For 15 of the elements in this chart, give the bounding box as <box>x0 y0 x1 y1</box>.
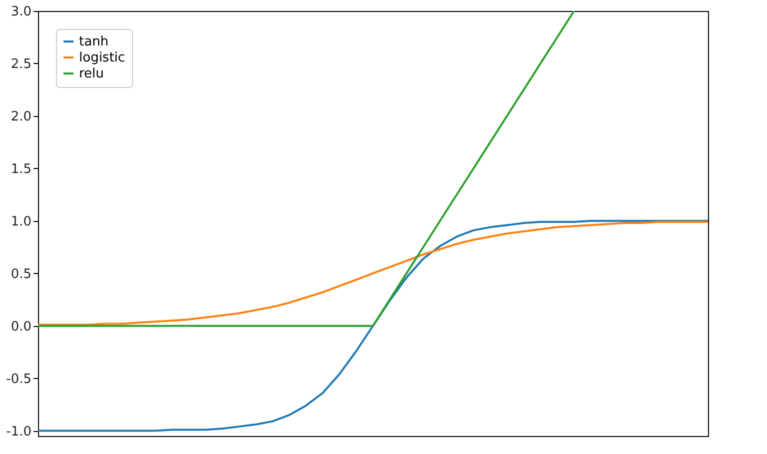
legend-label: tanh <box>79 34 109 50</box>
y-tick-label: 3.0 <box>10 4 32 20</box>
legend-label: logistic <box>79 50 126 66</box>
line-series <box>38 11 575 327</box>
y-tick-label: 0.0 <box>10 319 32 334</box>
y-tick-label: 2.0 <box>10 109 32 124</box>
y-tick-label: 1.0 <box>10 214 32 230</box>
y-tick-label: 1.5 <box>10 162 32 177</box>
line-series <box>38 220 708 432</box>
line-series <box>38 220 708 326</box>
legend-label: relu <box>79 66 104 82</box>
y-tick-label: 0.5 <box>10 266 32 282</box>
y-tick-label: -1.0 <box>6 424 32 440</box>
y-tick-label: 2.5 <box>10 56 32 72</box>
y-tick-label: -0.5 <box>6 372 32 387</box>
